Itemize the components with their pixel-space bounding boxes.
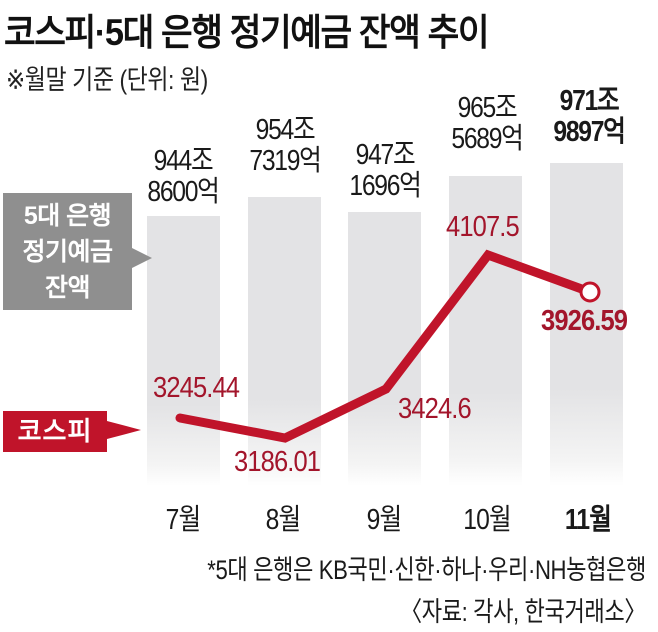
kospi-value-nov: 3926.59 [541,305,628,337]
bar-value-line1: 947조 [355,139,416,171]
bar-value-line1: 944조 [153,145,214,177]
month-label-highlight: 11월 [564,504,612,536]
bar-value-line1: 954조 [255,114,316,146]
bar-value-label-highlight: 971조 9897억 [542,86,636,148]
chart-subtitle: ※월말 기준 (단위: 원) [6,65,208,95]
source-credit: 〈자료: 각사, 한국거래소〉 [399,597,646,627]
bar-value-line2: 1696억 [349,170,421,202]
bar-value-label: 954조 7319억 [238,115,332,177]
bar-value-line2: 7319억 [249,145,321,177]
deposit-legend-line2: 정기예금 [22,237,113,266]
kospi-legend-box: 코스피 [3,411,107,452]
kospi-value-sep: 3424.6 [398,393,472,425]
kospi-endpoint-marker [579,281,601,303]
bar-value-line1: 965조 [457,92,518,124]
bar-value-line2: 8600억 [147,176,219,208]
deposit-legend-line3: 잔액 [44,273,91,302]
deposit-legend-pointer [132,248,152,268]
bar-value-line1: 971조 [559,85,620,117]
month-label: 9월 [366,504,403,536]
month-label: 8월 [265,504,302,536]
kospi-value-aug: 3186.01 [234,446,321,478]
bar-nov [550,163,623,486]
bar-value-label: 947조 1696억 [338,140,432,202]
month-label: 10월 [463,504,511,536]
kospi-value-jul: 3245.44 [153,372,240,404]
kospi-value-oct: 4107.5 [446,211,520,243]
bar-sep [348,212,421,486]
bar-value-line2: 5689억 [451,123,523,155]
bar-value-line2: 9897억 [553,116,625,148]
month-label: 7월 [165,504,202,536]
bar-value-label: 944조 8600억 [136,146,230,208]
chart-title: 코스피·5대 은행 정기예금 잔액 추이 [4,12,490,53]
bar-jul [147,216,220,486]
footnote: *5대 은행은 KB국민·신한·하나·우리·NH농협은행 [207,555,646,585]
bar-value-label: 965조 5689억 [440,93,534,155]
bar-oct [449,176,522,486]
kospi-legend-pointer [107,421,141,439]
deposit-legend-line1: 5대 은행 [23,201,112,230]
deposit-legend-box: 5대 은행 정기예금 잔액 [3,193,132,310]
